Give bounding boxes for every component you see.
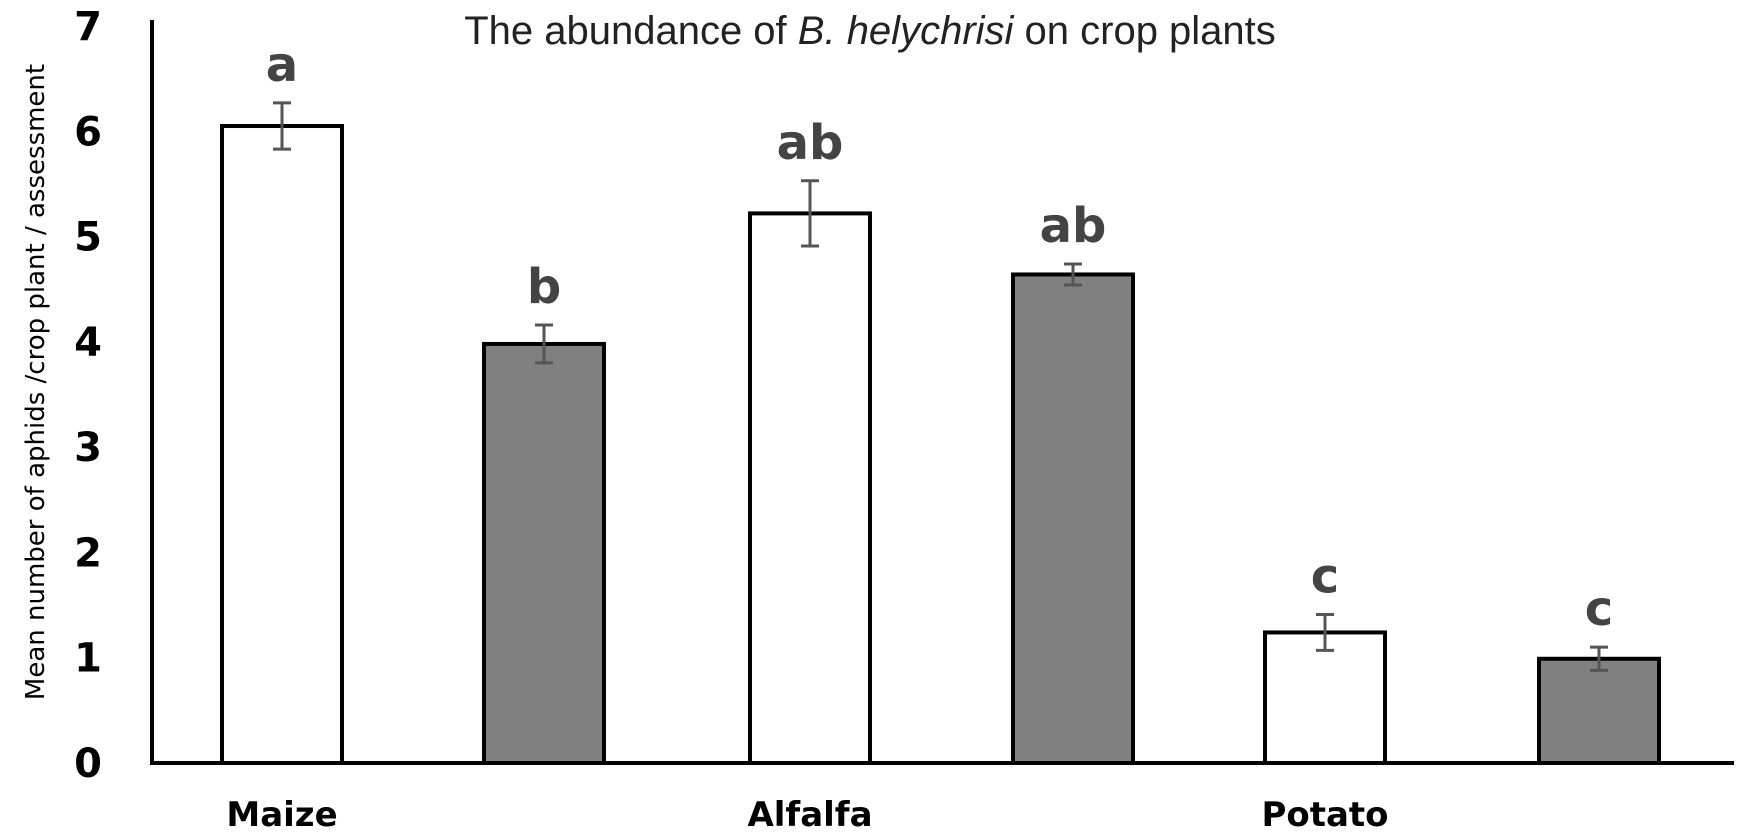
x-axis-categories: Maize Alfalfa Potato (226, 795, 1388, 833)
bar-3 (748, 211, 872, 765)
significance-letter-5: c (1311, 549, 1339, 605)
chart-title: The abundance of B. helychrisi on crop p… (464, 9, 1276, 53)
y-tick-label: 6 (74, 109, 102, 155)
y-tick-label: 2 (74, 530, 102, 576)
significance-letter-2: b (527, 259, 561, 315)
y-tick-label: 0 (74, 741, 102, 787)
bar-6 (1537, 656, 1661, 766)
error-bar-6 (1590, 645, 1608, 672)
error-bars-group (273, 101, 1608, 672)
x-category-alfalfa: Alfalfa (747, 795, 872, 833)
bars-group (220, 124, 1661, 766)
significance-letter-4: ab (1040, 198, 1107, 254)
significance-letter-3: ab (777, 115, 844, 171)
bar-1 (220, 124, 344, 766)
error-bar-2 (535, 323, 553, 365)
error-bar-4 (1064, 262, 1082, 287)
bar-5 (1263, 630, 1387, 766)
error-bar-1 (273, 101, 291, 151)
x-category-maize: Maize (226, 795, 337, 833)
bar-2 (482, 341, 606, 765)
error-bar-3 (801, 179, 819, 248)
bar-4 (1011, 272, 1135, 765)
y-tick-label: 5 (74, 215, 102, 261)
title-part-3: on crop plants (1013, 9, 1275, 53)
y-axis-label: Mean number of aphids /crop plant / asse… (21, 64, 51, 700)
title-part-1: The abundance of (464, 9, 798, 53)
error-bar-5 (1316, 613, 1334, 652)
significance-letter-6: c (1585, 581, 1613, 637)
significance-letter-1: a (266, 37, 298, 93)
x-category-potato: Potato (1261, 795, 1388, 833)
y-tick-label: 4 (74, 320, 102, 366)
y-tick-label: 1 (74, 636, 102, 682)
y-tick-label: 3 (74, 425, 102, 471)
title-part-2-italic: B. helychrisi (798, 9, 1015, 53)
y-axis-ticks: 0 1 2 3 4 5 6 7 (74, 4, 102, 787)
y-tick-label: 7 (74, 4, 102, 50)
